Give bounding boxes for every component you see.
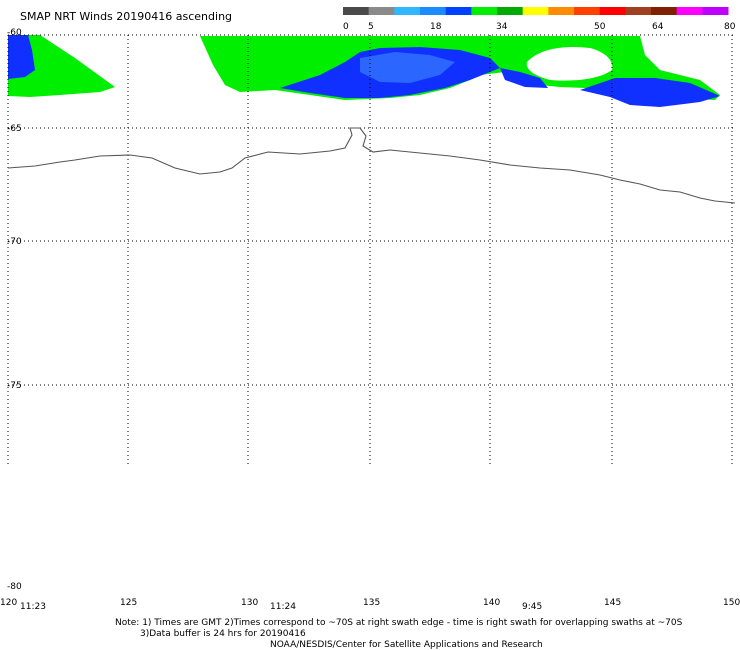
- swath-time: 11:24: [270, 602, 296, 612]
- colorbar-segment: [574, 7, 601, 15]
- lat-label: -80: [7, 582, 22, 592]
- colorbar-segment: [471, 7, 498, 15]
- colorbar: 0 5 18 34 50 64 80: [343, 7, 736, 32]
- colorbar-segment: [599, 7, 626, 15]
- colorbar-segment: [420, 7, 447, 15]
- lat-label: -65: [7, 124, 22, 134]
- colorbar-label: 0: [343, 22, 349, 32]
- colorbar-label: 64: [652, 22, 664, 32]
- swath-time: 9:45: [522, 602, 542, 612]
- swath-right-blue-far-east: [580, 78, 720, 107]
- lon-label: 140: [483, 598, 500, 608]
- lat-label: -70: [7, 237, 22, 247]
- lat-label: -60: [7, 28, 22, 38]
- swath-right-blue-east: [500, 68, 548, 88]
- antarctic-coastline: [7, 127, 736, 204]
- note-line-1: Note: 1) Times are GMT 2)Times correspon…: [115, 618, 683, 628]
- lon-label: 135: [363, 598, 380, 608]
- colorbar-segment: [625, 7, 652, 15]
- lat-labels: -60 -65 -70 -75 -80: [7, 28, 22, 592]
- lon-label: 150: [723, 598, 740, 608]
- wind-swaths: [8, 35, 720, 107]
- colorbar-segment: [445, 7, 472, 15]
- swath-right-blue-light: [360, 52, 455, 83]
- colorbar-label: 80: [724, 22, 736, 32]
- colorbar-label: 18: [430, 22, 442, 32]
- colorbar-segment: [368, 7, 395, 15]
- swath-time: 11:23: [20, 602, 46, 612]
- colorbar-segment: [651, 7, 678, 15]
- colorbar-segment: [676, 7, 703, 15]
- colorbar-label: 50: [594, 22, 606, 32]
- swath-left-blue: [8, 35, 35, 79]
- colorbar-segment: [522, 7, 549, 15]
- note-line-3: NOAA/NESDIS/Center for Satellite Applica…: [270, 640, 543, 650]
- lon-label: 130: [241, 598, 258, 608]
- colorbar-segment: [394, 7, 421, 15]
- lat-label: -75: [7, 381, 22, 391]
- colorbar-segment: [343, 7, 370, 15]
- colorbar-segment: [702, 7, 729, 15]
- lon-label: 120: [0, 598, 17, 608]
- colorbar-segment: [548, 7, 575, 15]
- swath-left-green: [8, 35, 115, 97]
- colorbar-label: 5: [368, 22, 374, 32]
- colorbar-segments: [343, 7, 729, 15]
- colorbar-segment: [497, 7, 524, 15]
- swath-gap: [526, 46, 613, 81]
- lon-label: 145: [604, 598, 621, 608]
- colorbar-labels: 0 5 18 34 50 64 80: [343, 22, 736, 32]
- swath-times: 11:23 11:24 9:45: [20, 602, 542, 612]
- map-title: SMAP NRT Winds 20190416 ascending: [20, 10, 232, 23]
- note-line-2: 3)Data buffer is 24 hrs for 20190416: [140, 629, 306, 639]
- lon-labels: 120 125 130 135 140 145 150: [0, 598, 740, 608]
- colorbar-label: 34: [496, 22, 508, 32]
- lon-label: 125: [120, 598, 137, 608]
- footer-notes: Note: 1) Times are GMT 2)Times correspon…: [115, 618, 683, 650]
